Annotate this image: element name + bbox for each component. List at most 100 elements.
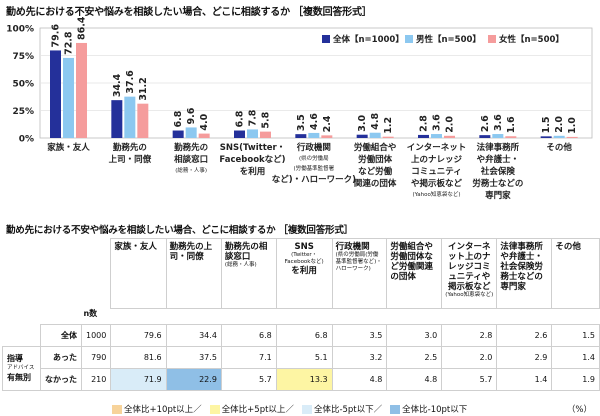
data-label: 4.6: [309, 113, 320, 130]
table-row: 指導 アドバイス 有無別 あった 790 81.6 37.5 7.1 5.1 3.2…: [2, 346, 600, 391]
bar: [76, 42, 87, 138]
bar: [479, 135, 491, 138]
y-tick-label: 25%: [12, 107, 34, 117]
cell: 5.7: [220, 368, 277, 391]
row-label: あった: [39, 346, 82, 369]
table-title: 勤め先における不安や悩みを相談したい場合、どこに相談するか ［複数回答形式］: [6, 225, 353, 236]
bar: [382, 136, 394, 138]
data-label: 4.0: [199, 113, 210, 130]
bar: [111, 100, 123, 138]
data-label: 2.4: [322, 115, 333, 132]
header-boss-colleagues: 勤務先の上司・同僚: [165, 238, 222, 309]
data-label: 2.8: [419, 115, 430, 132]
row-label: なかった: [39, 368, 82, 391]
bar: [566, 136, 578, 138]
legend-item: 全体比+10pt以上／: [112, 403, 202, 415]
bar: [431, 134, 442, 138]
cell: 13.3: [275, 368, 333, 391]
row-n: 1000: [80, 324, 112, 347]
cell: 2.8: [441, 324, 498, 347]
data-label: 3.6: [493, 114, 504, 131]
data-label: 1.6: [506, 116, 517, 133]
bar: [295, 134, 307, 138]
y-tick-label: 0%: [19, 135, 34, 145]
cell: 34.4: [165, 324, 222, 347]
data-label: 1.0: [567, 117, 578, 134]
table-row: なかった 210 71.9 22.9 5.7 13.3 4.8 4.8 5.7 …: [3, 368, 600, 391]
legend-item: 全体比-10pt以下: [390, 403, 467, 415]
category-label: 行政機関(県の労働局(労働基準監督署など)・ハローワーク): [272, 142, 356, 185]
data-label: 86.4: [77, 16, 88, 40]
header-family-friends: 家族・友人: [110, 238, 167, 309]
legend-label: 全体【n=1000】: [332, 34, 404, 45]
header-legal: 法律事務所や弁護士・社会保険労務士などの専門家: [496, 238, 553, 309]
category-label: 家族・友人: [47, 142, 90, 153]
header-blank: [3, 239, 41, 309]
unit-label: （%）: [566, 405, 592, 415]
bar: [137, 103, 149, 138]
bar: [260, 131, 271, 138]
legend-swatch: [209, 404, 220, 414]
legend-item: 全体比-5pt以下／: [301, 403, 382, 415]
bar: [247, 129, 258, 138]
category-label: その他: [546, 142, 572, 153]
cell: 79.6: [110, 324, 167, 347]
data-label: 2.0: [445, 116, 456, 133]
cell: 37.5: [165, 346, 222, 369]
header-consult-desk: 勤務先の相談窓口 (総務・人事): [220, 238, 277, 309]
bar: [492, 134, 504, 138]
category-label: 勤務先の上司・同僚: [109, 142, 152, 165]
legend-item: 全体比+5pt以上／: [209, 403, 294, 415]
row-n: 790: [80, 346, 112, 369]
cell: 22.9: [165, 368, 222, 391]
bar-chart: 0% 25% 50% 75% 100% 79.6 34.4 6.8 6.8 3.5 3.0 2.8 2.…: [6, 16, 593, 201]
legend-swatch: [390, 404, 401, 414]
group-label: 指導 アドバイス 有無別: [2, 346, 41, 391]
highlight-legend: 全体比+10pt以上／ 全体比+5pt以上／ 全体比-5pt以下／ 全体比-10…: [112, 403, 467, 415]
n-label: n数: [83, 308, 98, 318]
bar: [234, 130, 245, 138]
legend-swatch: [322, 35, 330, 43]
cell: 2.0: [441, 346, 498, 369]
cell: 4.8: [331, 368, 388, 391]
cell: 2.6: [496, 324, 553, 347]
y-tick-label: 75%: [12, 52, 34, 62]
chart-title: 勤め先における不安や悩みを相談したい場合、どこに相談するか ［複数回答形式］: [6, 7, 372, 18]
legend-label: 女性【n=500】: [499, 34, 564, 45]
cell: 3.0: [386, 324, 443, 347]
data-label: 3.6: [432, 114, 443, 131]
bar: [505, 136, 517, 138]
results-table: 家族・友人 勤務先の上司・同僚 勤務先の相談窓口 (総務・人事) SNS (Twit…: [2, 238, 600, 391]
data-label: 31.2: [138, 77, 149, 100]
data-label: 3.5: [296, 114, 307, 131]
data-label: 72.8: [64, 31, 75, 55]
bar: [369, 132, 381, 138]
bar: [444, 135, 455, 138]
data-label: 3.0: [357, 114, 368, 131]
data-label: 2.0: [554, 116, 565, 133]
category-label: 労働組合や労働団体など労働関連の団体: [354, 142, 397, 189]
legend-swatch: [488, 35, 496, 43]
category-label: SNS(Twitter・ Facebookなど)を利用: [219, 143, 285, 177]
data-label: 4.8: [370, 113, 381, 130]
cell: 4.8: [386, 368, 443, 391]
row-label: 全体: [39, 324, 82, 347]
data-label: 5.8: [261, 111, 272, 128]
data-label: 6.8: [173, 110, 184, 127]
data-label: 9.6: [186, 107, 197, 124]
table-row: 全体 1000 79.6 34.4 6.8 6.8 3.5 3.0 2.8 2.…: [3, 324, 600, 347]
data-label: 34.4: [112, 73, 123, 97]
cell: 81.6: [110, 346, 167, 369]
bar: [553, 135, 565, 138]
cell: 6.8: [220, 324, 277, 347]
cell: 3.5: [331, 324, 388, 347]
legend-label: 男性【n=500】: [416, 34, 481, 45]
legend-swatch: [405, 35, 413, 43]
bar: [356, 134, 368, 138]
cell: 2.9: [496, 346, 553, 369]
cell: 3.2: [331, 346, 388, 369]
category-label: 勤務先の相談窓口(総務・人事): [174, 142, 208, 174]
data-label: 79.6: [51, 24, 62, 48]
data-label: 7.8: [248, 109, 259, 126]
legend-swatch: [112, 404, 122, 414]
